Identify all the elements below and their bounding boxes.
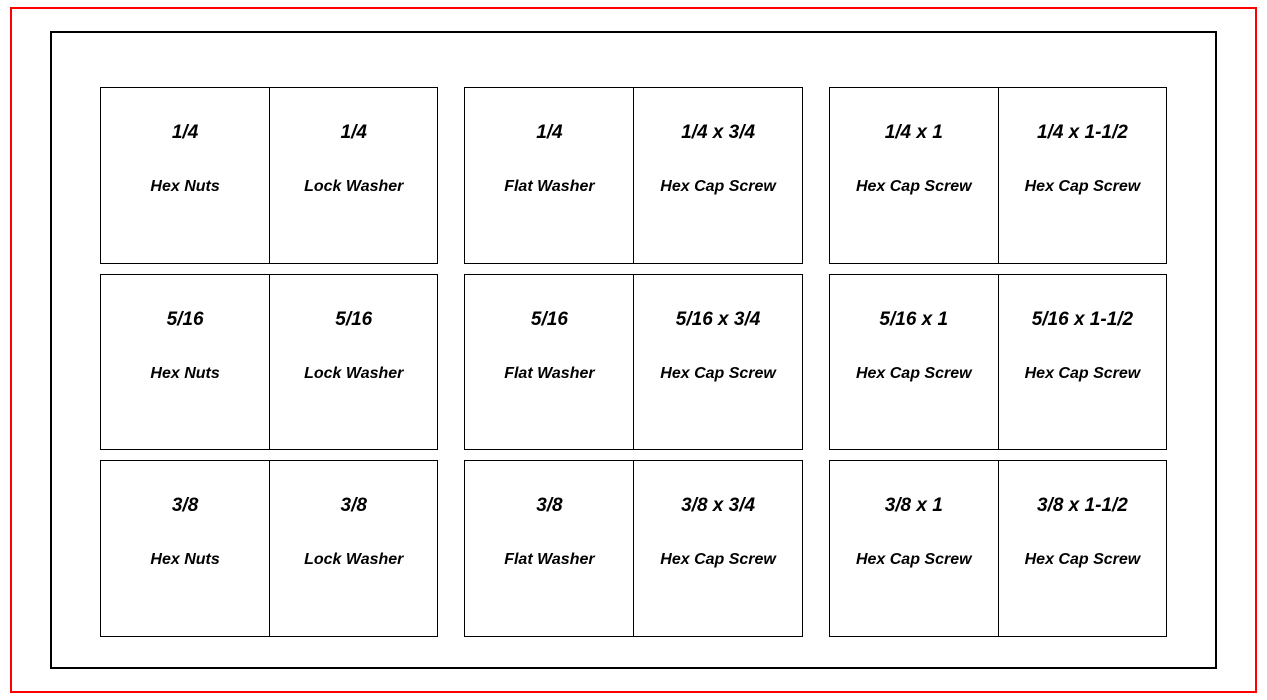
- bin-cell: 3/8 Flat Washer: [465, 461, 633, 636]
- bin-cell: 1/4 x 3/4 Hex Cap Screw: [633, 88, 801, 263]
- bin-pair: 1/4 Hex Nuts 1/4 Lock Washer: [100, 87, 438, 264]
- bin-grid: 1/4Hex Nuts1/4Lock Washer1/4Flat Washer1…: [100, 87, 1167, 637]
- bin-cell: 5/16 Hex Nuts: [101, 275, 269, 450]
- bin-type-label: Hex Cap Screw: [1025, 365, 1141, 383]
- bin-row: 5/16 Hex Nuts 5/16 Lock Washer 5/16 Flat Wash…: [100, 274, 1167, 451]
- bin-cell: 5/16 x 1-1/2 Hex Cap Screw: [998, 275, 1166, 450]
- bin-cell: 1/4 Flat Washer: [465, 88, 633, 263]
- bin-cell: 5/16 Lock Washer: [269, 275, 437, 450]
- bin-type-label: Hex Cap Screw: [1025, 551, 1141, 569]
- bin-cell: 5/16 x 1 Hex Cap Screw: [830, 275, 998, 450]
- bin-pair: 3/8 x 1 Hex Cap Screw 3/8 x 1-1/2 Hex Cap S…: [829, 460, 1167, 637]
- bin-cell: 3/8 x 3/4 Hex Cap Screw: [633, 461, 801, 636]
- bin-type-label: Lock Washer: [304, 178, 403, 196]
- bin-size-label: 5/16: [335, 309, 372, 331]
- bin-type-label: Hex Nuts: [150, 178, 219, 196]
- bin-size-label: 1/4 x 1: [885, 122, 943, 144]
- bin-size-label: 5/16: [531, 309, 568, 331]
- bin-size-label: 5/16 x 1: [879, 309, 948, 331]
- bin-type-label: Hex Cap Screw: [856, 178, 972, 196]
- bin-type-label: Hex Cap Screw: [1025, 178, 1141, 196]
- bin-size-label: 3/8: [172, 495, 198, 517]
- bin-cell: 5/16 Flat Washer: [465, 275, 633, 450]
- bin-cell: 1/4 Hex Nuts: [101, 88, 269, 263]
- bin-type-label: Flat Washer: [504, 365, 594, 383]
- bin-size-label: 1/4: [536, 122, 562, 144]
- bin-size-label: 3/8: [536, 495, 562, 517]
- bin-type-label: Hex Nuts: [150, 551, 219, 569]
- bin-type-label: Lock Washer: [304, 365, 403, 383]
- bin-type-label: Hex Nuts: [150, 365, 219, 383]
- bin-size-label: 1/4 x 1-1/2: [1037, 122, 1128, 144]
- bin-type-label: Hex Cap Screw: [660, 365, 776, 383]
- bin-size-label: 1/4: [172, 122, 198, 144]
- bin-cell: 3/8 Lock Washer: [269, 461, 437, 636]
- bin-size-label: 1/4 x 3/4: [681, 122, 755, 144]
- bin-size-label: 3/8 x 3/4: [681, 495, 755, 517]
- bin-pair: 1/4 Flat Washer 1/4 x 3/4 Hex Cap Screw: [464, 87, 802, 264]
- bin-cell: 3/8 Hex Nuts: [101, 461, 269, 636]
- bin-size-label: 5/16 x 3/4: [676, 309, 761, 331]
- bin-type-label: Lock Washer: [304, 551, 403, 569]
- bin-pair: 3/8 Hex Nuts 3/8 Lock Washer: [100, 460, 438, 637]
- bin-size-label: 1/4: [341, 122, 367, 144]
- bin-size-label: 5/16: [167, 309, 204, 331]
- bin-type-label: Hex Cap Screw: [660, 178, 776, 196]
- bin-row: 1/4Hex Nuts1/4Lock Washer1/4Flat Washer1…: [100, 87, 1167, 264]
- bin-size-label: 5/16 x 1-1/2: [1032, 309, 1133, 331]
- bin-pair: 5/16 x 1 Hex Cap Screw 5/16 x 1-1/2 Hex Cap…: [829, 274, 1167, 451]
- bin-pair: 5/16 Hex Nuts 5/16 Lock Washer: [100, 274, 438, 451]
- bin-type-label: Hex Cap Screw: [856, 551, 972, 569]
- bin-size-label: 3/8: [341, 495, 367, 517]
- bin-size-label: 3/8 x 1: [885, 495, 943, 517]
- bin-type-label: Hex Cap Screw: [856, 365, 972, 383]
- bin-type-label: Hex Cap Screw: [660, 551, 776, 569]
- bin-cell: 1/4 Lock Washer: [269, 88, 437, 263]
- bin-row: 3/8Hex Nuts3/8Lock Washer3/8Flat Washer3…: [100, 460, 1167, 637]
- bin-size-label: 3/8 x 1-1/2: [1037, 495, 1128, 517]
- bin-pair: 1/4 x 1 Hex Cap Screw 1/4 x 1-1/2 Hex Cap S…: [829, 87, 1167, 264]
- bin-pair: 5/16 Flat Washer 5/16 x 3/4 Hex Cap Screw: [464, 274, 802, 451]
- bin-type-label: Flat Washer: [504, 178, 594, 196]
- bin-cell: 5/16 x 3/4 Hex Cap Screw: [633, 275, 801, 450]
- bin-cell: 3/8 x 1 Hex Cap Screw: [830, 461, 998, 636]
- bin-cell: 1/4 x 1 Hex Cap Screw: [830, 88, 998, 263]
- bin-type-label: Flat Washer: [504, 551, 594, 569]
- bin-cell: 1/4 x 1-1/2 Hex Cap Screw: [998, 88, 1166, 263]
- bin-cell: 3/8 x 1-1/2 Hex Cap Screw: [998, 461, 1166, 636]
- bin-pair: 3/8 Flat Washer 3/8 x 3/4 Hex Cap Screw: [464, 460, 802, 637]
